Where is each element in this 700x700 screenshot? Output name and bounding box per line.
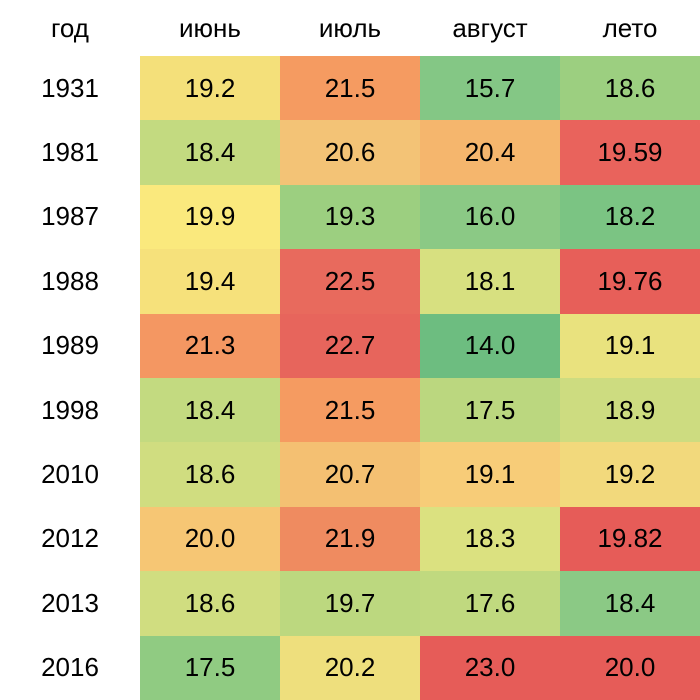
value-cell: 18.4 xyxy=(560,571,700,635)
value-cell: 17.6 xyxy=(420,571,560,635)
heatmap-table: год июнь июль август лето 193119.221.515… xyxy=(0,0,700,700)
value-cell: 18.4 xyxy=(140,120,280,184)
table-row: 198118.420.620.419.59 xyxy=(0,120,700,184)
value-cell: 21.9 xyxy=(280,507,420,571)
year-cell: 1987 xyxy=(0,185,140,249)
value-cell: 20.0 xyxy=(140,507,280,571)
table-row: 199818.421.517.518.9 xyxy=(0,378,700,442)
year-cell: 1981 xyxy=(0,120,140,184)
heatmap-table-container: год июнь июль август лето 193119.221.515… xyxy=(0,0,700,700)
year-cell: 2010 xyxy=(0,442,140,506)
value-cell: 18.6 xyxy=(140,571,280,635)
value-cell: 21.5 xyxy=(280,56,420,120)
table-row: 198719.919.316.018.2 xyxy=(0,185,700,249)
table-row: 198819.422.518.119.76 xyxy=(0,249,700,313)
year-cell: 2013 xyxy=(0,571,140,635)
year-cell: 1998 xyxy=(0,378,140,442)
table-row: 198921.322.714.019.1 xyxy=(0,314,700,378)
value-cell: 20.6 xyxy=(280,120,420,184)
value-cell: 23.0 xyxy=(420,636,560,700)
value-cell: 20.7 xyxy=(280,442,420,506)
value-cell: 20.0 xyxy=(560,636,700,700)
value-cell: 19.2 xyxy=(560,442,700,506)
table-row: 193119.221.515.718.6 xyxy=(0,56,700,120)
value-cell: 19.4 xyxy=(140,249,280,313)
table-row: 201220.021.918.319.82 xyxy=(0,507,700,571)
value-cell: 20.2 xyxy=(280,636,420,700)
value-cell: 19.1 xyxy=(560,314,700,378)
value-cell: 22.7 xyxy=(280,314,420,378)
col-header-year: год xyxy=(0,0,140,56)
value-cell: 21.5 xyxy=(280,378,420,442)
value-cell: 22.5 xyxy=(280,249,420,313)
value-cell: 16.0 xyxy=(420,185,560,249)
value-cell: 17.5 xyxy=(140,636,280,700)
value-cell: 19.59 xyxy=(560,120,700,184)
value-cell: 18.2 xyxy=(560,185,700,249)
table-row: 201018.620.719.119.2 xyxy=(0,442,700,506)
year-cell: 1931 xyxy=(0,56,140,120)
value-cell: 18.9 xyxy=(560,378,700,442)
value-cell: 18.6 xyxy=(140,442,280,506)
col-header-jun: июнь xyxy=(140,0,280,56)
value-cell: 18.1 xyxy=(420,249,560,313)
value-cell: 18.4 xyxy=(140,378,280,442)
value-cell: 19.76 xyxy=(560,249,700,313)
value-cell: 19.3 xyxy=(280,185,420,249)
value-cell: 19.2 xyxy=(140,56,280,120)
value-cell: 15.7 xyxy=(420,56,560,120)
value-cell: 20.4 xyxy=(420,120,560,184)
value-cell: 18.3 xyxy=(420,507,560,571)
year-cell: 1988 xyxy=(0,249,140,313)
table-row: 201617.520.223.020.0 xyxy=(0,636,700,700)
table-row: 201318.619.717.618.4 xyxy=(0,571,700,635)
value-cell: 21.3 xyxy=(140,314,280,378)
value-cell: 18.6 xyxy=(560,56,700,120)
value-cell: 19.9 xyxy=(140,185,280,249)
value-cell: 17.5 xyxy=(420,378,560,442)
value-cell: 14.0 xyxy=(420,314,560,378)
value-cell: 19.1 xyxy=(420,442,560,506)
col-header-jul: июль xyxy=(280,0,420,56)
year-cell: 2016 xyxy=(0,636,140,700)
col-header-summer: лето xyxy=(560,0,700,56)
value-cell: 19.82 xyxy=(560,507,700,571)
table-body: 193119.221.515.718.6198118.420.620.419.5… xyxy=(0,56,700,700)
year-cell: 2012 xyxy=(0,507,140,571)
header-row: год июнь июль август лето xyxy=(0,0,700,56)
value-cell: 19.7 xyxy=(280,571,420,635)
col-header-aug: август xyxy=(420,0,560,56)
year-cell: 1989 xyxy=(0,314,140,378)
